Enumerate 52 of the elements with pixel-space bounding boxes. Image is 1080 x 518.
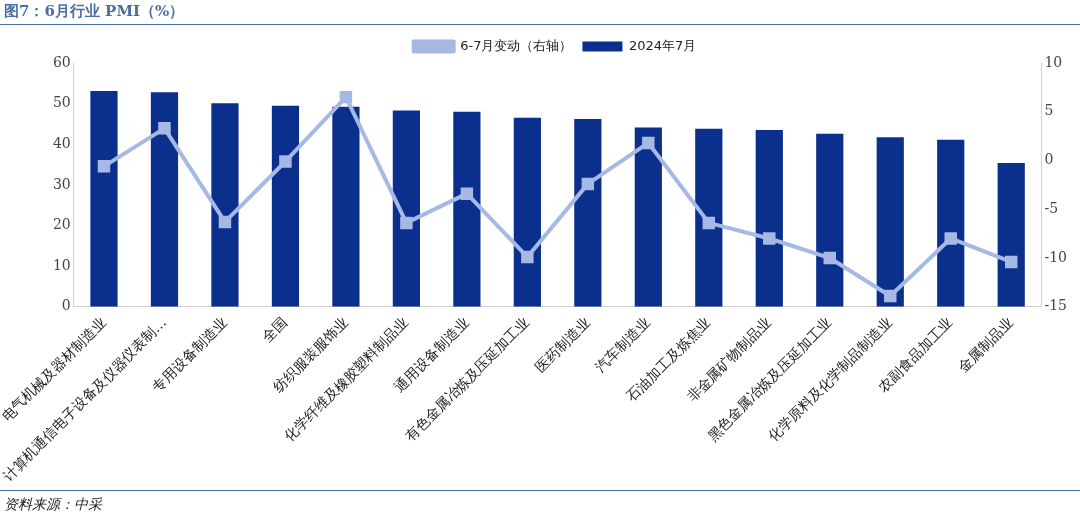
point	[884, 289, 897, 303]
y2-tick-label: 0	[1044, 151, 1054, 168]
x-tick-label: 医药制造业	[531, 314, 593, 375]
y-tick-label: 40	[52, 134, 71, 151]
point	[702, 216, 716, 230]
point	[823, 251, 837, 265]
y-tick-label: 0	[61, 297, 71, 314]
bar	[332, 106, 360, 307]
bar	[574, 119, 602, 307]
bar	[392, 110, 421, 307]
point	[521, 250, 534, 264]
point	[279, 155, 292, 168]
bar	[755, 130, 783, 307]
bar	[997, 162, 1025, 307]
y-tick-label: 10	[52, 256, 71, 273]
y2-tick-label: -5	[1044, 199, 1059, 216]
bar	[211, 103, 239, 307]
bar	[876, 137, 904, 307]
y-tick-label: 50	[52, 94, 71, 111]
x-tick-label: 全国	[259, 314, 291, 346]
bar	[271, 105, 300, 307]
y-tick-label: 30	[52, 175, 71, 192]
point	[1004, 255, 1018, 269]
y-tick-label: 20	[52, 216, 71, 233]
bar	[816, 133, 844, 307]
point	[97, 160, 111, 173]
point	[400, 216, 413, 230]
text: 资料来源：中采	[4, 496, 102, 514]
point	[158, 122, 171, 135]
bar	[695, 128, 723, 307]
point	[460, 187, 474, 200]
point	[339, 90, 353, 104]
point	[763, 232, 776, 245]
point	[581, 177, 595, 191]
bar	[150, 92, 179, 307]
x-tick-label: 金属制品业	[955, 314, 1016, 375]
chart-title: 图7：6月行业 PMI（%）	[4, 2, 185, 21]
bar	[634, 127, 662, 307]
y-tick-label: 60	[52, 53, 71, 70]
point	[218, 215, 232, 229]
y2-tick-label: -10	[1044, 248, 1067, 265]
point	[944, 232, 957, 245]
bar	[453, 111, 481, 307]
bar	[90, 91, 118, 307]
bar	[937, 139, 965, 307]
legend-label: 6-7月变动（右轴）	[460, 37, 573, 53]
y2-tick-label: -15	[1044, 297, 1067, 314]
y2-tick-label: 5	[1044, 102, 1054, 119]
y2-tick-label: 10	[1044, 53, 1063, 70]
bar	[513, 117, 541, 307]
point	[642, 136, 655, 150]
legend-label: 2024年7月	[628, 37, 697, 53]
